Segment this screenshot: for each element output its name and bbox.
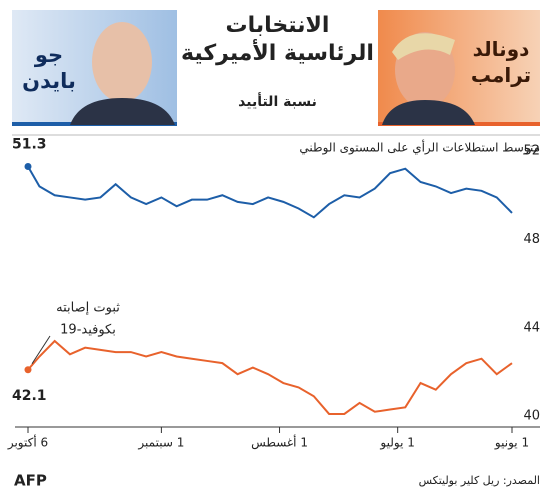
series-line: [27, 166, 513, 219]
x-tick-label: 1 يونيو: [494, 436, 529, 451]
photo-trump-hair: [392, 33, 455, 60]
title: الانتخابات الرئاسية الأميركية: [181, 13, 374, 66]
annotation: ثبوت إصابته: [56, 301, 120, 316]
subtitle: نسبة التأييد: [238, 94, 317, 110]
annotation-leader: [31, 335, 51, 365]
photo-biden-suit: [70, 98, 175, 125]
x-tick-label: 1 يوليو: [379, 436, 414, 451]
series-line: [27, 339, 513, 415]
photo-trump-suit: [382, 100, 475, 125]
y-tick-label: 44: [523, 320, 540, 335]
logo: AFP: [14, 472, 47, 490]
chart-subtitle: متوسط استطلاعات الرأي على المستوى الوطني: [299, 140, 540, 156]
legend-biden: جو بايدن: [22, 43, 76, 93]
end-dot: [24, 366, 32, 374]
y-tick-label: 48: [523, 232, 540, 247]
value-label: 42.1: [12, 388, 47, 404]
logo-box: [12, 470, 56, 490]
y-tick-label: 40: [523, 409, 540, 424]
x-tick-label: 1 سبتمبر: [137, 436, 184, 451]
end-dot: [24, 163, 32, 171]
source: المصدر: ريل كلير بوليتكس: [419, 474, 540, 487]
x-tick-label: 1 أغسطس: [251, 435, 308, 451]
annotation: بكوفيد-19: [60, 323, 116, 338]
legend-trump: دونالد ترامب: [470, 37, 532, 87]
value-label: 51.3: [12, 137, 47, 153]
y-tick-label: 52: [523, 144, 540, 159]
x-tick-label: 6 أكتوبر: [7, 435, 48, 451]
photo-biden-face: [92, 22, 152, 102]
